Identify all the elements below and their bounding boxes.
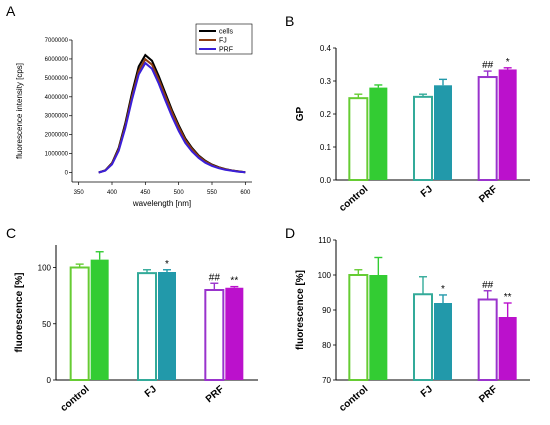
chart-a: 350 400 450 500 550 600 0 1000000 2000000 3000000… [15, 23, 253, 208]
bar-fj-filled [434, 85, 452, 180]
y-tick-label-4: 0.4 [320, 44, 332, 53]
significance-marker-0: * [165, 259, 169, 270]
y-tick-label-5: 5000000 [45, 76, 69, 82]
significance-marker-2: ** [504, 292, 512, 303]
x-tick-label-4: 550 [207, 190, 218, 196]
category-label-prf: PRF [477, 184, 499, 205]
series-line-prf [98, 61, 246, 174]
y-tick-label-1: 50 [42, 320, 51, 329]
category-label-control: control [337, 384, 370, 414]
y-tick-label-1: 80 [322, 341, 331, 350]
panel-label-c: C [6, 225, 16, 241]
panel-label-b: B [285, 13, 294, 29]
y-tick-label-6: 6000000 [45, 57, 69, 63]
y-tick-label-4: 110 [318, 236, 331, 245]
x-tick-label-3: 500 [174, 190, 185, 196]
bar-prf-filled [498, 69, 517, 180]
y-tick-label-0: 0 [47, 376, 52, 385]
y-tick-label-3: 0.3 [320, 77, 332, 86]
bar-prf-filled [498, 317, 517, 380]
y-tick-label-2: 100 [38, 264, 52, 273]
bar-prf-open [477, 76, 498, 181]
y-axis-title: fluorescence [%] [14, 272, 25, 352]
y-axis-title: fluorescence intensity [cps] [15, 63, 24, 159]
y-tick-label-4: 4000000 [45, 95, 69, 101]
panel-label-a: A [6, 3, 16, 19]
bar-control-filled [369, 275, 388, 380]
category-label-fj: FJ [419, 384, 435, 400]
category-label-fj: FJ [143, 384, 159, 400]
significance-marker-1: * [506, 57, 510, 68]
x-tick-label-0: 350 [74, 190, 85, 196]
x-tick-label-5: 600 [240, 190, 251, 196]
legend-label-prf: PRF [219, 47, 233, 54]
significance-marker-1: ## [482, 280, 494, 291]
y-tick-label-3: 3000000 [45, 114, 69, 120]
y-tick-label-2: 2000000 [45, 133, 69, 139]
y-axis-title: fluorescence [%] [295, 270, 306, 350]
y-tick-label-7: 7000000 [45, 38, 69, 44]
significance-marker-0: * [441, 284, 445, 295]
y-tick-label-0: 70 [322, 376, 331, 385]
category-label-control: control [337, 184, 370, 214]
significance-marker-1: ## [209, 272, 221, 283]
bar-prf-open [477, 298, 498, 381]
bar-control-open [69, 266, 90, 381]
category-label-fj: FJ [419, 184, 435, 200]
chart-c: 0 50 100 fluorescence [%] control FJ PRF * ## ** [14, 245, 258, 414]
y-tick-label-1: 0.1 [320, 143, 332, 152]
legend-label-cells: cells [219, 29, 234, 36]
bar-fj-filled [158, 272, 176, 380]
bar-control-filled [90, 259, 109, 380]
category-label-control: control [59, 384, 92, 414]
bar-prf-filled [225, 287, 244, 380]
bar-control-open [348, 97, 369, 181]
significance-marker-0: ## [482, 60, 494, 71]
chart-b: 0.0 0.1 0.2 0.3 0.4 GP control FJ PRF ## * [295, 44, 530, 214]
y-tick-label-0: 0.0 [320, 176, 332, 185]
bar-prf-open [204, 289, 225, 381]
bar-fj-open [413, 293, 433, 381]
y-axis-title: GP [295, 106, 306, 121]
x-tick-label-1: 400 [107, 190, 118, 196]
y-tick-label-0: 0 [65, 171, 69, 177]
bar-fj-open [413, 95, 433, 181]
y-tick-label-1: 1000000 [45, 152, 69, 158]
y-tick-label-2: 90 [322, 306, 331, 315]
category-label-prf: PRF [477, 384, 499, 405]
y-tick-label-3: 100 [318, 271, 332, 280]
significance-marker-2: ** [230, 276, 238, 287]
chart-d: 70 80 90 100 110 fluorescence [%] control FJ PRF… [295, 236, 530, 414]
y-tick-label-2: 0.2 [320, 110, 332, 119]
bar-fj-open [137, 272, 157, 381]
legend-label-fj: FJ [219, 38, 227, 45]
x-tick-label-2: 450 [140, 190, 151, 196]
category-label-prf: PRF [204, 384, 226, 405]
bar-control-filled [369, 87, 388, 180]
panel-label-d: D [285, 225, 295, 241]
x-axis-title: wavelength [nm] [132, 199, 191, 208]
bar-control-open [348, 274, 369, 381]
bar-fj-filled [434, 303, 452, 380]
